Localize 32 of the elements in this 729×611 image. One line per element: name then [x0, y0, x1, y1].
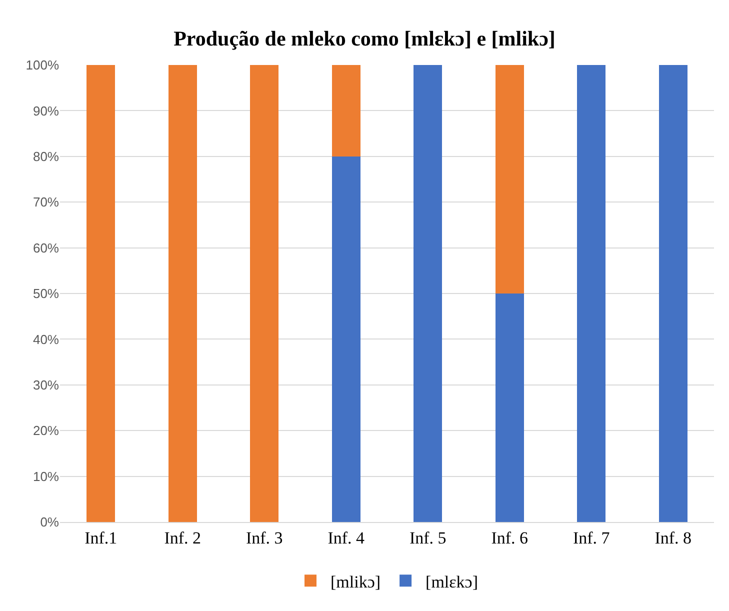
bar: [86, 65, 116, 522]
bar: [168, 65, 197, 522]
y-tick-label: 20%: [32, 423, 60, 438]
y-tick-label: 30%: [32, 377, 60, 392]
y-tick-label: 60%: [32, 240, 60, 256]
y-tick-label: 10%: [32, 468, 60, 484]
bar: [577, 65, 606, 522]
x-tick-label: Inf. 3: [246, 528, 283, 548]
y-tick-label: 90%: [32, 103, 60, 118]
x-tick-label: Inf. 6: [491, 528, 528, 548]
bar: [495, 294, 524, 522]
bar: [495, 65, 524, 294]
bar: [332, 156, 360, 522]
x-tick-label: Inf. 2: [164, 528, 202, 548]
y-tick-label: 80%: [32, 148, 60, 164]
legend-label: [mlɛkɔ]: [426, 572, 478, 592]
y-tick-label: 100%: [26, 58, 60, 73]
y-tick-label: 40%: [32, 332, 60, 347]
y-tick-label: 70%: [32, 194, 60, 210]
bar: [250, 65, 279, 522]
x-tick-label: Inf.1: [84, 528, 118, 548]
bar: [658, 65, 688, 522]
bar: [332, 65, 360, 156]
chart-title: Produção de mleko como [mlɛkɔ] e [mlikɔ]: [174, 26, 556, 50]
bar: [414, 65, 442, 522]
x-tick-label: Inf. 7: [572, 528, 610, 548]
x-tick-label: Inf. 8: [654, 528, 692, 548]
x-tick-label: Inf. 5: [409, 528, 446, 548]
x-tick-label: Inf. 4: [328, 528, 366, 548]
y-tick-label: 0%: [40, 514, 60, 530]
y-tick-label: 50%: [32, 286, 60, 302]
legend-label: [mlikɔ]: [330, 572, 381, 592]
